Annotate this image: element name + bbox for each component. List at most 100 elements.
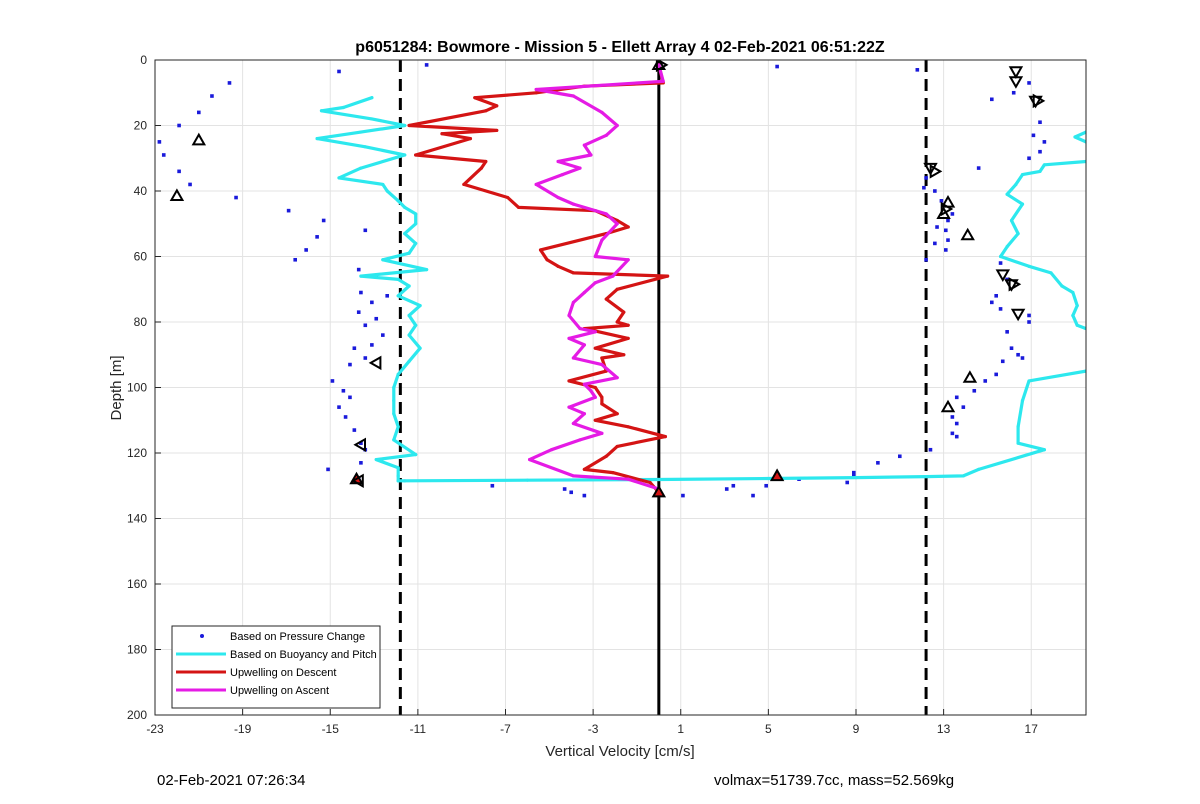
series-vertex-buoyancy-pitch (337, 176, 341, 180)
pressure-change-point (315, 235, 319, 239)
chart-title: p6051284: Bowmore - Mission 5 - Ellett A… (355, 39, 885, 56)
pressure-change-point (950, 415, 955, 419)
triangle-marker-up (769, 468, 785, 482)
pressure-change-point (944, 248, 948, 252)
series-vertex-upwelling-descent (622, 353, 626, 357)
pressure-change-point (876, 461, 880, 465)
pressure-change-point (326, 467, 330, 472)
pressure-change-point (348, 395, 352, 400)
series-vertex-upwelling-descent (506, 195, 510, 200)
series-vertex-upwelling-descent (593, 418, 597, 422)
pressure-change-point (994, 294, 998, 298)
series-vertex-upwelling-descent (611, 471, 615, 475)
y-tick-label: 100 (127, 381, 147, 395)
pressure-change-point (490, 483, 495, 488)
chart-svg: -23 -19 -15 -11 -7 -3 1 5 9 13 17 0 20 40 60 80 100 120 14… (108, 39, 1087, 760)
footer-stats: volmax=51739.7cc, mass=52.569kg (714, 772, 955, 789)
series-vertex-upwelling-ascent (582, 382, 586, 386)
series-pressure-change (157, 63, 1047, 498)
pressure-change-point (1000, 359, 1005, 364)
series-vertex-upwelling-descent (593, 346, 597, 350)
series-vertex-buoyancy-pitch (370, 96, 374, 100)
series-vertex-upwelling-ascent (571, 94, 576, 98)
pressure-change-point (356, 267, 361, 272)
series-vertex-buoyancy-pitch (396, 294, 400, 298)
legend-swatch-pressure (200, 634, 204, 638)
y-tick-label: 180 (127, 643, 147, 657)
series-vertex-upwelling-descent (604, 454, 608, 458)
pressure-change-point (341, 388, 346, 393)
pressure-change-point (161, 153, 166, 157)
series-vertex-upwelling-ascent (556, 195, 560, 200)
pressure-change-point (352, 428, 357, 432)
series-vertex-buoyancy-pitch (396, 479, 400, 483)
pressure-change-point (935, 225, 939, 229)
pressure-change-point (961, 405, 966, 409)
pressure-change-point (293, 257, 297, 262)
series-vertex-upwelling-descent (615, 412, 619, 416)
series-vertex-upwelling-ascent (560, 173, 565, 177)
pressure-change-point (775, 64, 779, 69)
series-vertex-upwelling-ascent (593, 395, 597, 399)
triangle-marker-down (995, 269, 1011, 283)
pressure-change-point (954, 434, 959, 439)
legend-box (171, 625, 381, 709)
series-vertex-upwelling-descent (626, 225, 630, 229)
series-vertex-buoyancy-pitch (418, 304, 422, 308)
series-vertex-upwelling-ascent (661, 79, 665, 83)
series-vertex-buoyancy-pitch (924, 474, 928, 479)
series-vertex-buoyancy-pitch (1020, 173, 1025, 177)
series-vertex-buoyancy-pitch (961, 474, 965, 478)
series-vertex-upwelling-ascent (571, 356, 576, 360)
pressure-change-point (359, 441, 363, 445)
series-vertex-buoyancy-pitch (657, 477, 661, 482)
pressure-change-point (950, 212, 955, 216)
y-tick-label: 120 (127, 446, 147, 460)
series-vertex-buoyancy-pitch (403, 231, 407, 236)
series-vertex-upwelling-ascent (611, 274, 615, 278)
series-vertex-buoyancy-pitch (396, 474, 400, 478)
series-vertex-upwelling-descent (414, 153, 418, 157)
pressure-change-point (569, 490, 574, 495)
pressure-change-point (356, 310, 361, 314)
triangle-marker-right (1032, 93, 1046, 109)
series-vertex-upwelling-descent (484, 159, 488, 164)
pressure-change-point (177, 169, 181, 174)
pressure-change-point (1042, 140, 1047, 144)
x-axis-label: Vertical Velocity [cm/s] (545, 743, 694, 760)
pressure-change-point (337, 405, 341, 409)
series-vertex-buoyancy-pitch (385, 189, 389, 193)
series-vertex-upwelling-ascent (600, 362, 604, 367)
series-vertex-upwelling-ascent (657, 63, 661, 67)
series-vertex-upwelling-descent (556, 264, 560, 268)
series-vertex-buoyancy-pitch (425, 268, 429, 272)
series-vertex-upwelling-ascent (571, 421, 576, 426)
x-tick-label: 9 (853, 722, 860, 736)
series-vertex-upwelling-ascent (582, 343, 586, 347)
pressure-change-point (330, 379, 335, 383)
series-vertex-buoyancy-pitch (359, 130, 363, 134)
series-vertex-buoyancy-pitch (1071, 313, 1075, 318)
series-vertex-buoyancy-pitch (1027, 264, 1031, 268)
series-vertex-upwelling-descent (622, 310, 626, 314)
series-vertex-upwelling-ascent (615, 123, 619, 128)
series-vertex-buoyancy-pitch (977, 467, 981, 471)
series-vertex-upwelling-ascent (556, 159, 560, 164)
y-tick-label: 140 (127, 512, 147, 526)
pressure-change-point (582, 493, 587, 498)
series-vertex-buoyancy-pitch (396, 372, 400, 376)
series-vertex-buoyancy-pitch (1020, 399, 1025, 403)
series-vertex-upwelling-ascent (567, 405, 571, 409)
series-vertex-buoyancy-pitch (1005, 245, 1009, 249)
pressure-change-point (933, 189, 937, 193)
x-tick-label: -7 (500, 722, 511, 736)
markers-group (169, 60, 1046, 498)
series-vertex-buoyancy-pitch (359, 274, 363, 278)
series-vertex-buoyancy-pitch (414, 453, 418, 457)
series-vertex-buoyancy-pitch (1060, 284, 1064, 288)
triangle-marker-up (191, 132, 207, 146)
series-vertex-upwelling-ascent (582, 290, 586, 295)
series-vertex-buoyancy-pitch (370, 117, 374, 121)
reference-lines (398, 60, 928, 715)
series-vertex-upwelling-descent (615, 320, 619, 324)
